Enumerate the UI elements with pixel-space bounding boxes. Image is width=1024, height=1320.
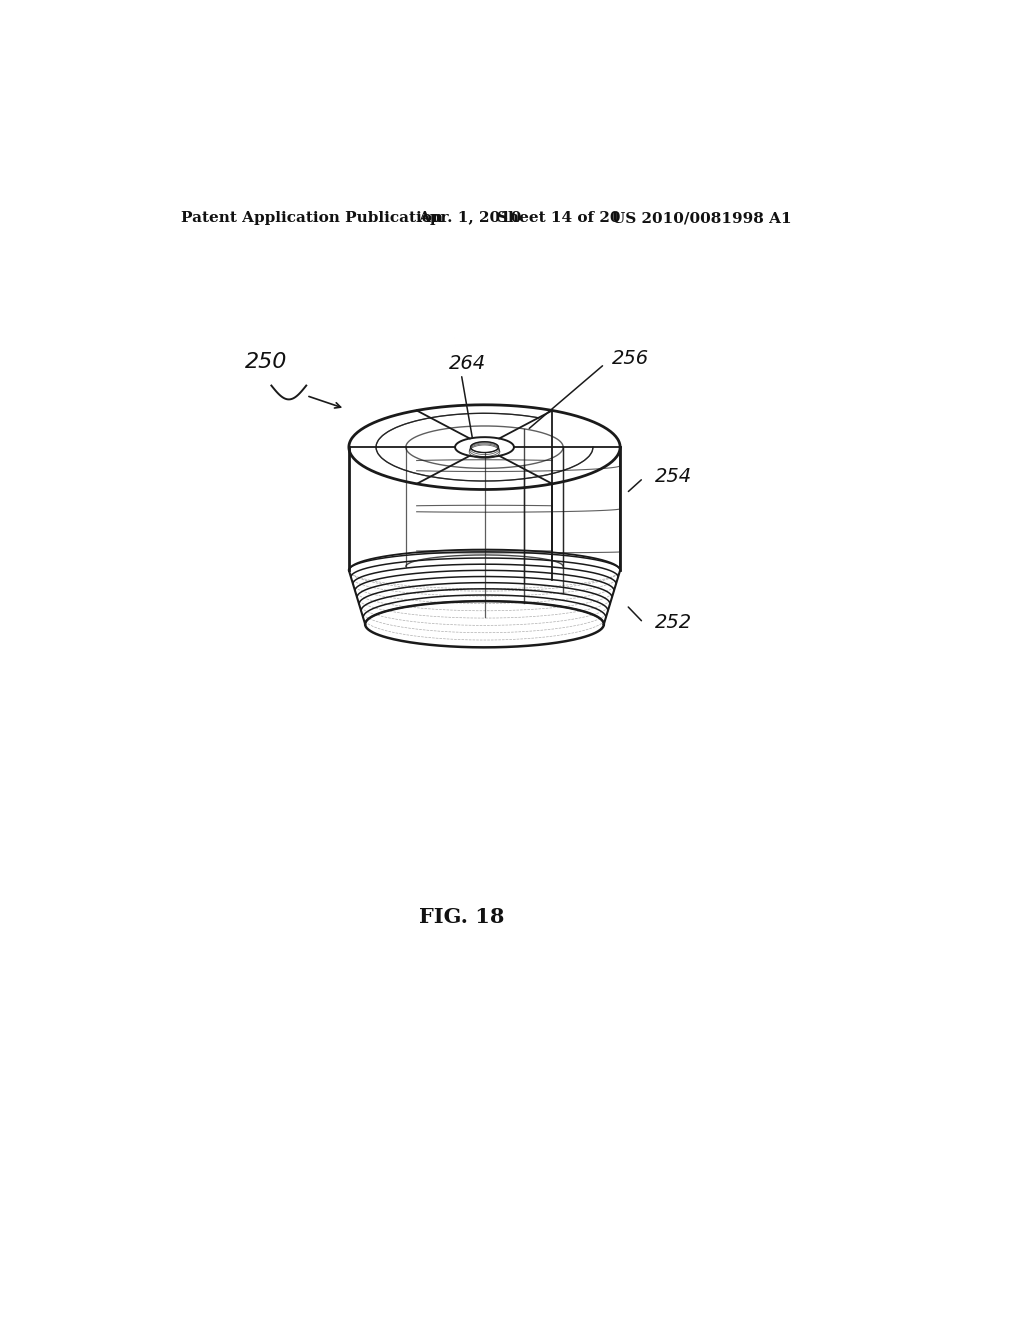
Text: 264: 264 <box>449 355 486 374</box>
Text: 256: 256 <box>612 348 649 368</box>
Text: Apr. 1, 2010: Apr. 1, 2010 <box>419 211 522 226</box>
Text: Patent Application Publication: Patent Application Publication <box>180 211 442 226</box>
Text: FIG. 18: FIG. 18 <box>419 907 504 927</box>
Text: US 2010/0081998 A1: US 2010/0081998 A1 <box>612 211 792 226</box>
Text: 254: 254 <box>655 467 692 486</box>
Text: 250: 250 <box>245 352 287 372</box>
Text: Sheet 14 of 20: Sheet 14 of 20 <box>497 211 621 226</box>
Text: 252: 252 <box>655 614 692 632</box>
